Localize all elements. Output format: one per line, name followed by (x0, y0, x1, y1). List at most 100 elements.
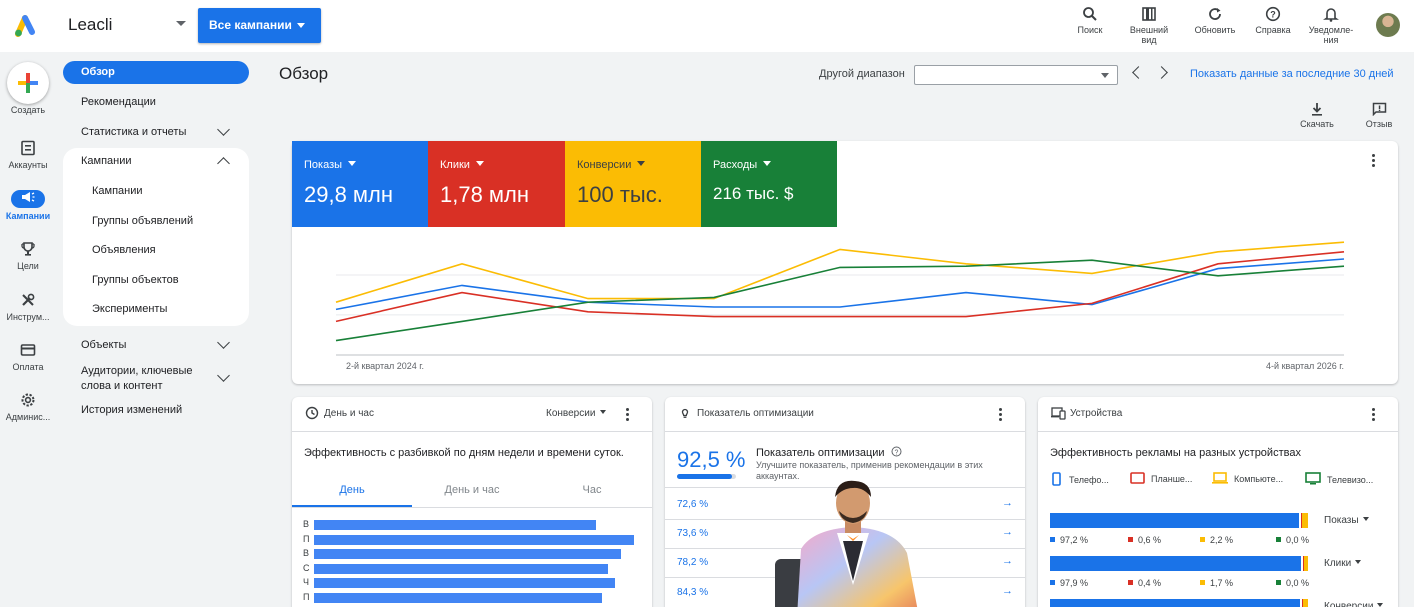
feedback-button[interactable]: Отзыв (1361, 102, 1397, 129)
device-share-segment (1050, 513, 1299, 528)
refresh-button[interactable]: Обновить (1190, 6, 1240, 35)
tab-day-hour[interactable]: День и час (444, 484, 500, 496)
row-metric-select[interactable]: Конверсии (1324, 601, 1384, 607)
svg-text:?: ? (1270, 10, 1276, 20)
appearance-icon (1142, 7, 1156, 21)
more-options-icon[interactable] (999, 408, 1003, 423)
device-share-text: 0,6 % (1138, 535, 1162, 545)
rail-item-accounts[interactable]: Аккаунты (0, 140, 56, 170)
nav-item-campaigns-group[interactable]: Кампании (81, 155, 132, 167)
metric-conversions[interactable]: Конверсии 100 тыс. (565, 141, 701, 227)
rail-label-goals: Цели (17, 261, 39, 271)
device-share-value: 97,2 % (1050, 535, 1088, 545)
card-title: Устройства (1070, 408, 1123, 419)
account-name[interactable]: Leacli (68, 15, 113, 34)
metric-value: 29,8 млн (304, 182, 394, 207)
row-metric-select[interactable]: Показы (1324, 515, 1369, 526)
day-bar[interactable] (314, 549, 622, 560)
avatar[interactable] (1376, 13, 1400, 37)
next-period-button[interactable] (1155, 66, 1168, 79)
nav-sub-experiments[interactable]: Эксперименты (92, 303, 168, 315)
help-label: Справка (1255, 25, 1291, 35)
nav-sub-campaigns[interactable]: Кампании (92, 185, 143, 197)
metric-clicks[interactable]: Клики 1,78 млн (428, 141, 565, 227)
device-share-bar[interactable] (1050, 513, 1308, 528)
day-label: В (303, 519, 310, 529)
rail-item-goals[interactable]: Цели (0, 241, 56, 271)
refresh-label: Обновить (1194, 25, 1236, 35)
legend-tv: Телевизо... (1305, 472, 1373, 485)
nav-item-stats[interactable]: Статистика и отчеты (81, 126, 187, 138)
download-label: Скачать (1300, 119, 1334, 129)
tab-day[interactable]: День (339, 484, 365, 496)
account-switcher-icon[interactable] (176, 21, 186, 26)
appearance-button[interactable]: Внешний вид (1124, 6, 1174, 45)
account-score[interactable]: 84,3 % (677, 587, 709, 598)
metric-value: 1,78 млн (440, 182, 530, 207)
download-button[interactable]: Скачать (1297, 102, 1337, 129)
arrow-right-icon[interactable]: → (1002, 497, 1013, 509)
all-campaigns-button[interactable]: Все кампании (198, 8, 321, 43)
nav-item-overview[interactable]: Обзор (63, 61, 249, 84)
range-label: Другой диапазон (819, 68, 905, 80)
rail-item-billing[interactable]: Оплата (0, 342, 56, 372)
search-button[interactable]: Поиск (1065, 6, 1115, 35)
row-metric-select[interactable]: Клики (1324, 558, 1362, 569)
account-score[interactable]: 72,6 % (677, 499, 709, 510)
google-ads-logo-icon[interactable] (14, 12, 40, 38)
day-bar[interactable] (314, 520, 596, 530)
chevron-down-icon (637, 161, 646, 166)
day-bar[interactable] (314, 563, 609, 574)
divider (292, 507, 652, 508)
previous-period-button[interactable] (1132, 66, 1145, 79)
metric-cost[interactable]: Расходы 216 тыс. $ (701, 141, 837, 227)
device-share-segment (1303, 556, 1308, 571)
rail-item-campaigns[interactable]: Кампании (0, 190, 56, 221)
chevron-down-icon[interactable] (217, 369, 230, 382)
nav-sub-asset-groups[interactable]: Группы объектов (92, 274, 179, 286)
device-share-text: 1,7 % (1210, 578, 1234, 588)
presenter-illustration (775, 480, 918, 607)
card-title: День и час (324, 408, 374, 419)
device-share-bar[interactable] (1050, 599, 1308, 607)
day-label: С (303, 562, 310, 573)
more-options-icon[interactable] (1372, 154, 1376, 169)
day-bar[interactable] (314, 578, 615, 589)
rail-item-admin[interactable]: Админис... (0, 392, 56, 422)
more-options-icon[interactable] (1372, 408, 1376, 423)
show-last-30-days-link[interactable]: Показать данные за последние 30 дней (1190, 68, 1394, 80)
arrow-right-icon[interactable]: → (1002, 555, 1013, 567)
score-track (677, 474, 736, 479)
day-bar[interactable] (314, 593, 602, 603)
active-tab-indicator (292, 505, 412, 507)
device-share-bar[interactable] (1050, 556, 1308, 571)
metric-select[interactable]: Конверсии (546, 408, 607, 419)
help-icon[interactable]: ? (891, 446, 902, 457)
help-button[interactable]: ? Справка (1248, 6, 1298, 35)
arrow-right-icon[interactable]: → (1002, 526, 1013, 538)
nav-item-recommendations[interactable]: Рекомендации (81, 96, 156, 108)
rail-label-tools: Инструм... (6, 312, 50, 322)
device-share-value: 2,2 % (1200, 535, 1233, 545)
tablet-icon (1130, 472, 1145, 484)
legend-label: Телефо... (1069, 475, 1109, 485)
nav-sub-ads[interactable]: Объявления (92, 244, 156, 256)
nav-item-history[interactable]: История изменений (81, 404, 183, 416)
nav-item-objects[interactable]: Объекты (81, 339, 127, 351)
create-button[interactable] (7, 62, 49, 104)
notifications-button[interactable]: Уведомле-ния (1306, 6, 1356, 45)
account-score[interactable]: 73,6 % (677, 528, 709, 539)
account-score[interactable]: 78,2 % (677, 557, 709, 568)
nav-item-audiences[interactable]: Аудитории, ключевые слова и контент (81, 365, 193, 392)
more-options-icon[interactable] (626, 408, 630, 423)
accounts-icon (21, 140, 35, 156)
date-range-select[interactable] (914, 65, 1118, 85)
nav-sub-ad-groups[interactable]: Группы объявлений (92, 215, 194, 227)
feedback-label: Отзыв (1365, 119, 1393, 129)
rail-item-tools[interactable]: Инструм... (0, 292, 56, 322)
arrow-right-icon[interactable]: → (1002, 585, 1013, 597)
day-bar[interactable] (314, 534, 634, 545)
metric-impressions[interactable]: Показы 29,8 млн (292, 141, 428, 227)
chevron-down-icon (1362, 517, 1369, 521)
tab-hour[interactable]: Час (582, 484, 602, 496)
